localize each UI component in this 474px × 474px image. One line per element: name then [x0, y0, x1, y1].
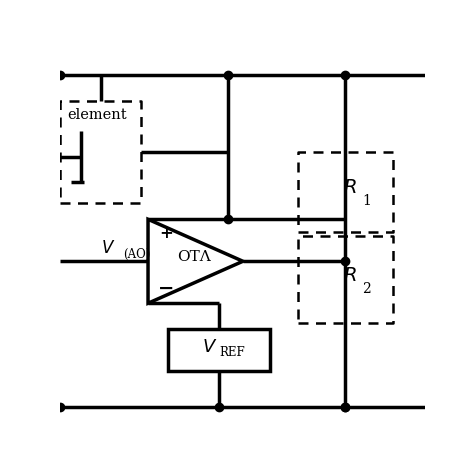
Text: OTΛ: OTΛ: [177, 250, 210, 264]
Text: $V$: $V$: [100, 240, 115, 257]
Text: element: element: [67, 108, 127, 122]
Text: +: +: [159, 226, 173, 242]
Text: REF: REF: [219, 346, 245, 359]
Bar: [168, 329, 270, 371]
Text: $V$: $V$: [202, 338, 218, 356]
Text: 2: 2: [362, 282, 371, 296]
Text: 1: 1: [362, 194, 371, 208]
Text: $R$: $R$: [343, 267, 357, 285]
Text: (AO): (AO): [123, 248, 151, 261]
Text: −: −: [158, 280, 174, 298]
Text: $R$: $R$: [343, 179, 357, 197]
